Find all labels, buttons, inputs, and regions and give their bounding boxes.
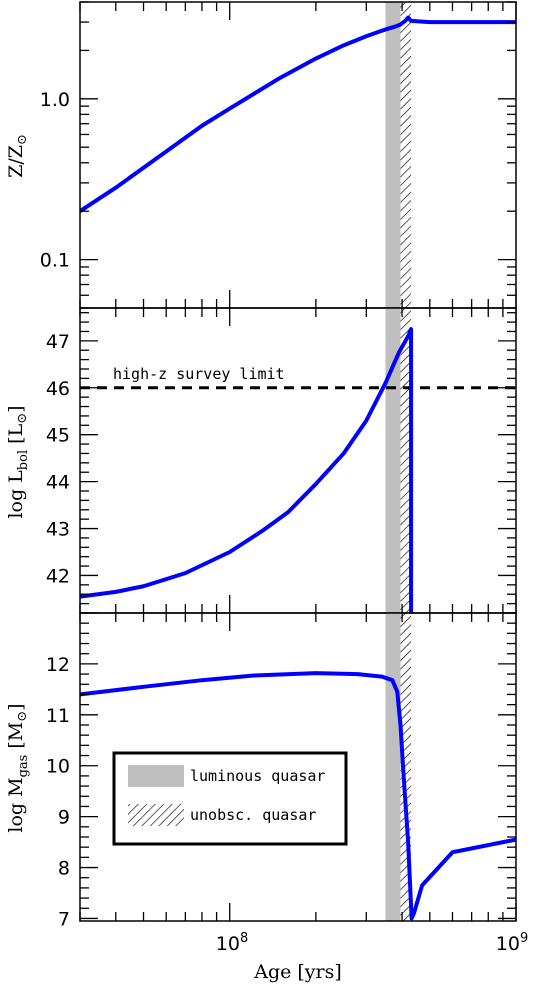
gas_mass-line bbox=[80, 671, 516, 921]
legend-swatch-unobscured bbox=[128, 804, 184, 826]
y-tick-label: 9 bbox=[58, 807, 70, 829]
ylabel-metallicity: Z/Z⊙ bbox=[5, 134, 30, 178]
legend-swatch-luminous bbox=[128, 765, 184, 787]
y-tick-label: 8 bbox=[58, 858, 70, 880]
xtick-label-1e8: 108 bbox=[216, 931, 248, 955]
luminosity-line bbox=[80, 327, 414, 613]
y-tick-label: 12 bbox=[46, 654, 70, 676]
metallicity-panel: 0.1 1.0 bbox=[40, 1, 517, 309]
y-tick-label: 1.0 bbox=[40, 89, 70, 111]
legend: luminous quasar unobsc. quasar bbox=[112, 751, 348, 846]
y-tick-label: 46 bbox=[46, 378, 70, 400]
xlabel: Age [yrs] bbox=[253, 961, 342, 983]
luminosity-panel: high-z survey limit 42 43 44 45 46 47 bbox=[46, 307, 517, 614]
legend-label-luminous: luminous quasar bbox=[190, 767, 325, 785]
legend-label-unobscured: unobsc. quasar bbox=[190, 806, 316, 824]
y-tick-label: 43 bbox=[46, 519, 70, 541]
y-tick-label: 44 bbox=[46, 472, 70, 494]
metallicity-line bbox=[80, 15, 516, 213]
gas_mass-frame bbox=[79, 612, 517, 922]
y-tick-label: 45 bbox=[46, 425, 70, 447]
luminous-quasar-band-gas_mass bbox=[385, 613, 401, 921]
survey-limit-label: high-z survey limit bbox=[113, 365, 285, 383]
unobscured-quasar-band-metallicity bbox=[400, 2, 412, 308]
y-tick-label: 10 bbox=[46, 756, 70, 778]
luminosity-frame bbox=[79, 307, 517, 614]
y-tick-label: 11 bbox=[46, 705, 70, 727]
unobscured-quasar-band-gas_mass bbox=[400, 613, 412, 921]
y-tick-label: 7 bbox=[58, 908, 70, 930]
y-tick-label: 47 bbox=[46, 331, 70, 353]
gas-mass-panel: 7 8 9 10 11 12 bbox=[46, 612, 517, 930]
y-tick-label: 42 bbox=[46, 565, 70, 587]
metallicity-frame bbox=[79, 1, 517, 309]
y-tick-label: 0.1 bbox=[40, 250, 70, 272]
xtick-label-1e9: 109 bbox=[496, 931, 528, 955]
unobscured-quasar-band-luminosity bbox=[400, 308, 412, 613]
luminous-quasar-band-metallicity bbox=[385, 2, 401, 308]
ylabel-luminosity: log Lbol [L⊙] bbox=[5, 405, 31, 518]
luminous-quasar-band-luminosity bbox=[385, 308, 401, 613]
ylabel-gas-mass: log Mgas [M⊙] bbox=[5, 703, 31, 832]
